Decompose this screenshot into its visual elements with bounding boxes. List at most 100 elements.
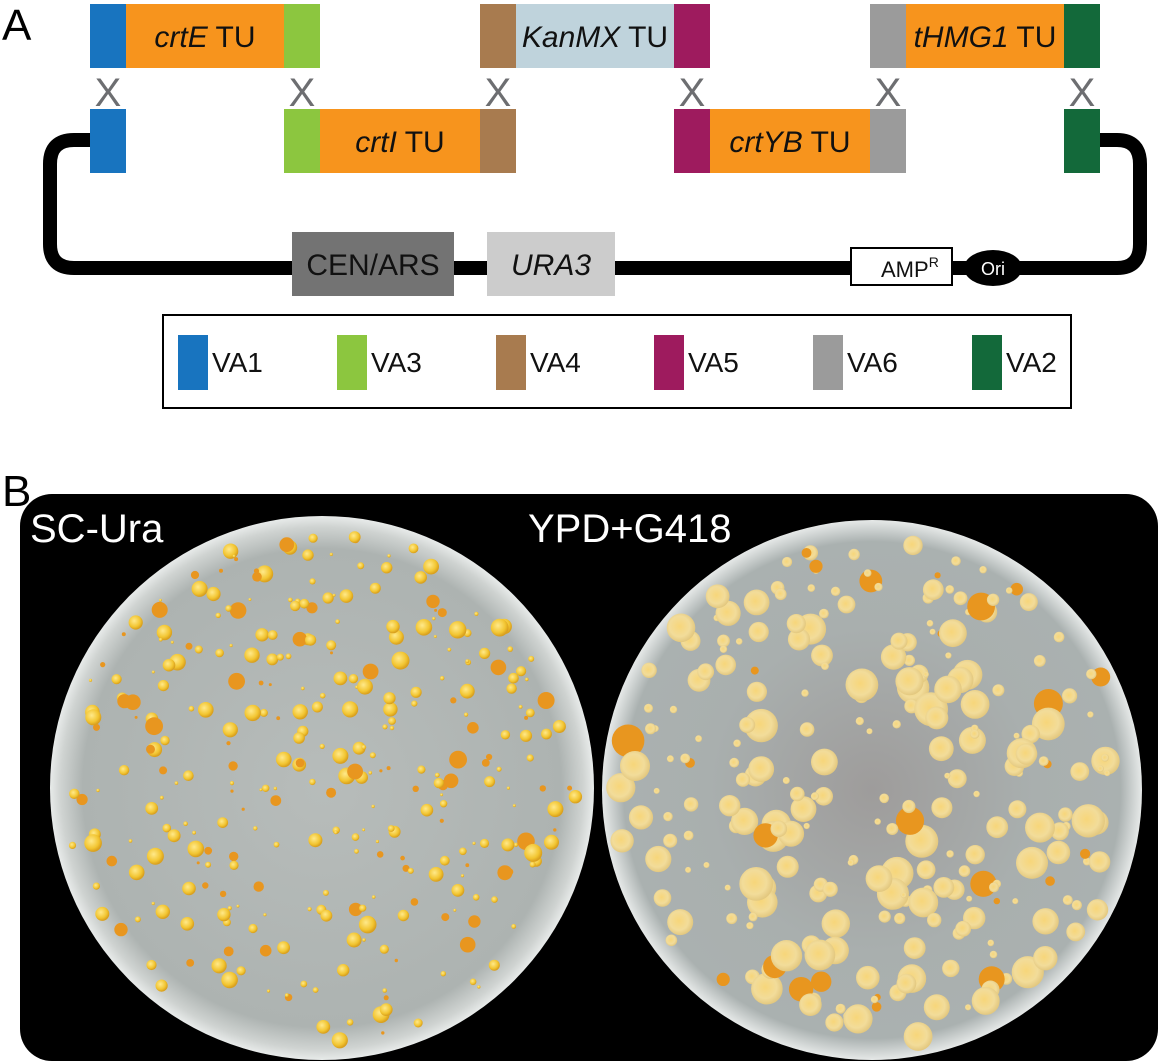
colony (500, 730, 511, 740)
colony (653, 889, 672, 907)
colony (183, 821, 188, 826)
va4-cap (480, 4, 516, 68)
colony (782, 777, 790, 784)
colony (400, 855, 405, 861)
legend-item-va5: VA5 (654, 335, 739, 390)
colony (276, 751, 292, 768)
colony (513, 842, 519, 847)
colony (993, 897, 1000, 905)
legend-item-va3: VA3 (337, 335, 422, 390)
crossover-x: X (875, 71, 902, 115)
colony (263, 913, 267, 917)
colony (526, 754, 534, 762)
colony (518, 705, 523, 709)
colony (134, 916, 141, 923)
colony (539, 785, 546, 792)
colony (426, 594, 440, 609)
colony (379, 1003, 393, 1016)
colony (160, 735, 170, 746)
colony (922, 579, 944, 601)
colony (159, 766, 168, 775)
colony (288, 597, 293, 603)
colony (960, 690, 990, 719)
colony (187, 840, 205, 858)
colony (726, 913, 738, 925)
crte-body (126, 4, 284, 68)
colony (923, 994, 950, 1021)
colony (229, 643, 233, 648)
colony (217, 817, 229, 828)
colony (1008, 800, 1027, 819)
colony (880, 644, 907, 670)
colony (926, 620, 934, 627)
colony (955, 920, 972, 937)
colony (744, 708, 778, 743)
colony (358, 915, 377, 934)
colony (410, 686, 422, 698)
colony (151, 601, 168, 618)
colony (414, 571, 428, 584)
colony (568, 790, 583, 804)
colony (1015, 743, 1038, 765)
colony (770, 940, 803, 972)
colony (383, 692, 396, 705)
colony (748, 912, 758, 922)
colony (874, 582, 883, 592)
colony (1053, 631, 1065, 643)
colony (312, 987, 319, 993)
colony (229, 781, 235, 786)
colony (525, 677, 529, 682)
colony (128, 615, 143, 630)
colony (516, 666, 527, 677)
colony (300, 980, 308, 988)
colony (158, 637, 163, 642)
colony (114, 922, 128, 937)
colony (1025, 812, 1055, 843)
colony (402, 864, 410, 872)
colony (352, 741, 366, 755)
colony (705, 584, 730, 609)
colony (1101, 753, 1109, 762)
crossover-x: X (1069, 71, 1096, 115)
colony (641, 662, 657, 678)
colony (822, 881, 838, 897)
colony (903, 535, 923, 556)
colony (347, 763, 363, 780)
colony (259, 788, 263, 792)
colony (1083, 857, 1091, 866)
colony (354, 848, 359, 854)
colony (134, 715, 138, 719)
colony (724, 884, 731, 891)
colony (156, 624, 173, 641)
colony (96, 788, 100, 793)
colony (84, 834, 102, 852)
colony (931, 797, 953, 819)
colony (159, 795, 164, 800)
colony (270, 795, 282, 806)
colony (748, 621, 769, 643)
colony (787, 628, 811, 651)
crossover-x: X (289, 71, 316, 115)
colony (186, 959, 195, 967)
colony (1033, 655, 1046, 667)
colony (267, 630, 278, 640)
colony (490, 659, 507, 676)
plate-ypd-g418-label: YPD+G418 (528, 507, 731, 551)
colony (157, 680, 169, 692)
crtyb-body (710, 109, 870, 173)
colony (226, 741, 231, 746)
tu-crti: crtI TU (284, 109, 516, 173)
colony (386, 766, 391, 771)
colony (501, 838, 515, 852)
colony (244, 647, 260, 663)
colony (544, 834, 559, 850)
colony (121, 632, 126, 637)
colony (221, 971, 238, 989)
colony (320, 909, 333, 922)
colony (892, 720, 901, 729)
colony (443, 773, 459, 789)
colony (450, 697, 457, 704)
colony (190, 570, 200, 580)
colony (895, 667, 924, 696)
ampr-sup: R (929, 254, 939, 270)
